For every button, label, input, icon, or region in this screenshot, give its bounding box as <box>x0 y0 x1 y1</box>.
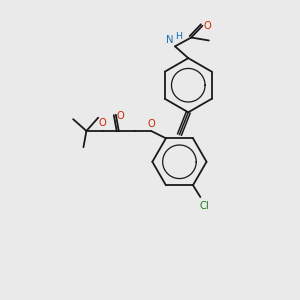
Text: H: H <box>175 32 182 41</box>
Text: O: O <box>99 118 106 128</box>
Text: N: N <box>166 35 173 45</box>
Text: Cl: Cl <box>199 201 209 212</box>
Text: O: O <box>204 21 212 31</box>
Text: O: O <box>116 111 124 121</box>
Text: O: O <box>147 118 155 129</box>
